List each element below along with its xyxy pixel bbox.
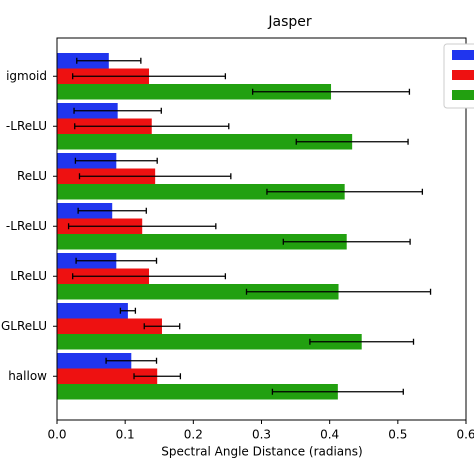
error-bar [143,323,181,330]
bar [57,368,158,384]
x-tick-label: 0.3 [252,428,271,442]
error-bar [245,288,432,295]
error-bar [76,57,142,64]
y-tick-label: -LReLU [6,119,47,133]
x-tick-label: 0.2 [184,428,203,442]
error-bar [73,107,162,114]
bar [57,384,338,400]
y-tick-label: igmoid [6,69,47,83]
x-tick-label: 0.5 [388,428,407,442]
x-tick-label: 0.1 [116,428,135,442]
error-bar [309,338,415,345]
bar [57,334,362,350]
y-tick-label: LReLU [10,269,47,283]
bar [57,184,345,200]
bar [57,234,347,250]
legend-swatch [452,90,474,100]
error-bar [119,307,137,314]
error-bar [72,73,227,80]
error-bar [74,157,158,164]
error-bar [72,273,227,280]
y-tick-label: ReLU [17,169,47,183]
x-tick-label: 0.6 [456,428,474,442]
bar [57,318,162,334]
error-bar [74,123,230,130]
legend-swatch [452,50,474,60]
error-bar [105,357,158,364]
x-axis-label: Spectral Angle Distance (radians) [161,445,362,459]
y-tick-label: -LReLU [6,219,47,233]
error-bar [75,257,158,264]
legend-swatch [452,70,474,80]
error-bar [295,138,409,145]
error-bar [271,388,404,395]
error-bar [77,207,147,214]
error-bar [78,173,232,180]
bar [57,134,353,150]
x-tick-label: 0.4 [320,428,339,442]
y-tick-label: hallow [8,369,47,383]
error-bar [133,373,182,380]
bar [57,353,132,369]
error-bar [251,88,411,95]
bar [57,303,128,319]
chart-title: Jasper [267,14,312,30]
bar [57,284,339,300]
y-tick-label: GLReLU [1,319,47,333]
error-bar [282,238,411,245]
error-bar [266,188,424,195]
x-tick-label: 0.0 [47,428,66,442]
error-bar [67,223,217,230]
bar [57,84,332,100]
